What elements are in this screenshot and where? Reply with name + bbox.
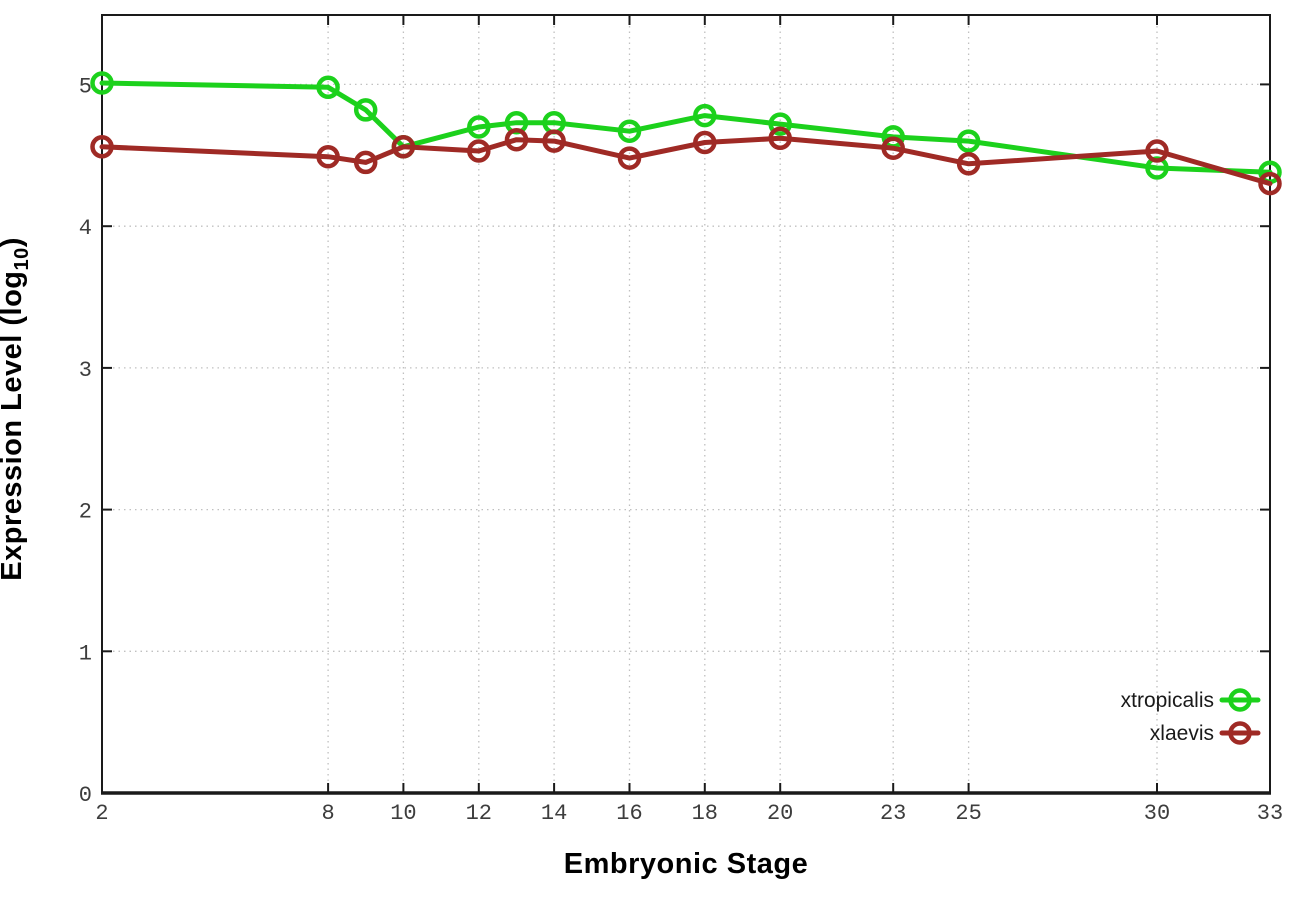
data-point-xtropicalis	[693, 103, 717, 128]
y-tick-label: 5	[79, 74, 92, 99]
data-point-xlaevis	[617, 146, 642, 170]
data-point-xtropicalis	[90, 71, 114, 95]
series-line-xtropicalis	[99, 80, 1273, 175]
x-tick-label: 20	[767, 801, 793, 826]
legend-sample-marker-xtropicalis	[1228, 688, 1252, 712]
data-point-xtropicalis	[467, 115, 491, 139]
data-point-xtropicalis	[956, 129, 981, 153]
y-axis-title-end: )	[0, 237, 28, 247]
y-axis-title-main: Expression Level (log	[0, 270, 29, 581]
y-axis-title-subscript: 10	[10, 247, 33, 271]
data-point-xlaevis	[768, 126, 792, 151]
data-point-xlaevis	[316, 144, 340, 169]
data-point-xlaevis	[391, 135, 416, 159]
y-tick-label: 0	[79, 783, 92, 808]
x-tick-label: 25	[955, 801, 981, 826]
x-tick-label: 14	[541, 801, 567, 826]
plot-frame	[101, 14, 1271, 794]
data-point-xlaevis	[1145, 139, 1169, 163]
series-line-xlaevis	[99, 135, 1273, 187]
data-point-xlaevis	[542, 129, 566, 153]
x-tick-label: 12	[466, 801, 492, 826]
data-point-xtropicalis	[353, 98, 378, 122]
legend-label-xlaevis: xlaevis	[1150, 722, 1214, 745]
data-point-xlaevis	[693, 130, 717, 155]
y-tick-label: 3	[79, 358, 92, 383]
data-point-xlaevis	[90, 135, 114, 159]
x-tick-label: 10	[390, 801, 416, 826]
y-axis-title: Expression Level (log10)	[0, 49, 34, 769]
x-tick-label: 30	[1144, 801, 1170, 826]
x-tick-label: 18	[692, 801, 718, 826]
x-tick-label: 23	[880, 801, 906, 826]
legend-sample-marker-xlaevis	[1228, 721, 1252, 745]
data-point-xtropicalis	[768, 112, 792, 136]
x-tick-label: 33	[1257, 801, 1283, 826]
data-point-xlaevis	[1258, 171, 1282, 196]
y-tick-label: 1	[79, 641, 92, 666]
data-point-xlaevis	[881, 136, 905, 160]
x-axis-title: Embryonic Stage	[563, 848, 809, 880]
x-tick-label: 8	[321, 801, 334, 826]
data-point-xlaevis	[467, 139, 491, 163]
data-point-xlaevis	[353, 150, 378, 175]
x-tick-label: 16	[616, 801, 642, 826]
data-point-xtropicalis	[316, 75, 340, 100]
data-point-xtropicalis	[617, 119, 642, 143]
x-tick-label: 2	[95, 801, 108, 826]
y-tick-label: 2	[79, 500, 92, 525]
y-tick-label: 4	[79, 216, 92, 241]
data-point-xlaevis	[956, 152, 981, 176]
legend-label-xtropicalis: xtropicalis	[1121, 689, 1214, 712]
data-point-xlaevis	[504, 127, 529, 152]
